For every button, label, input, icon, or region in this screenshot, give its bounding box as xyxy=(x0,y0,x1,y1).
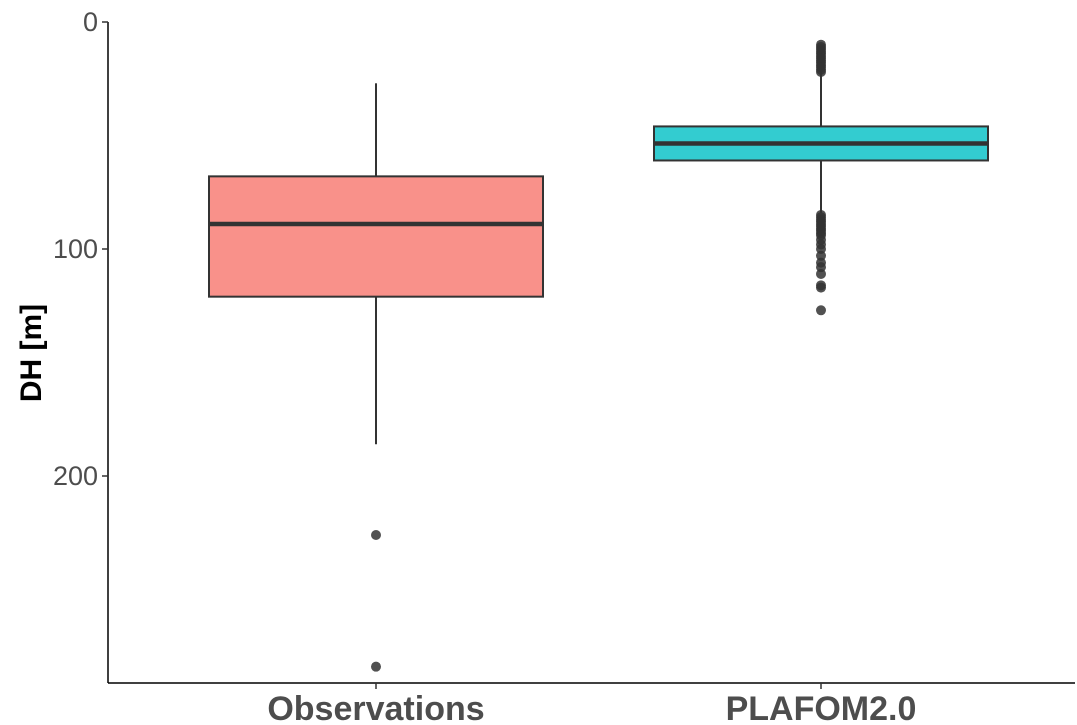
x-category-label: Observations xyxy=(267,690,484,725)
outlier-point xyxy=(816,66,826,77)
y-tick-label: 100 xyxy=(53,234,98,264)
outlier-point xyxy=(816,282,826,293)
box-group-observations xyxy=(208,83,544,672)
y-tick-label: 0 xyxy=(83,7,98,37)
plot-area xyxy=(208,39,989,672)
axes: 0 100 200 Observations PLAFOM2.0 DH [m] xyxy=(15,7,1075,725)
y-ticks: 0 100 200 xyxy=(53,7,108,491)
y-tick-label: 200 xyxy=(53,461,98,491)
outlier-point xyxy=(816,305,826,316)
outlier-point xyxy=(816,268,826,279)
box-group-plafom2 xyxy=(653,39,989,316)
x-category-label: PLAFOM2.0 xyxy=(726,690,917,725)
outlier-point xyxy=(371,530,381,541)
box-iqr xyxy=(208,175,544,298)
outlier-point xyxy=(371,661,381,672)
y-axis-title: DH [m] xyxy=(15,304,48,402)
x-ticks: Observations PLAFOM2.0 xyxy=(267,683,916,725)
